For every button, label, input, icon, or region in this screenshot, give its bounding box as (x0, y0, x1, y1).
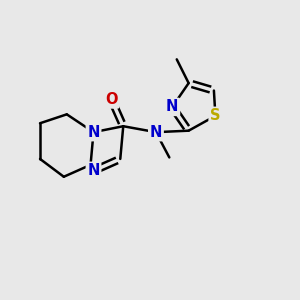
Text: N: N (87, 163, 100, 178)
Text: O: O (105, 92, 118, 107)
Text: N: N (166, 99, 178, 114)
Text: N: N (150, 125, 162, 140)
Text: N: N (87, 125, 100, 140)
Text: S: S (210, 108, 220, 123)
